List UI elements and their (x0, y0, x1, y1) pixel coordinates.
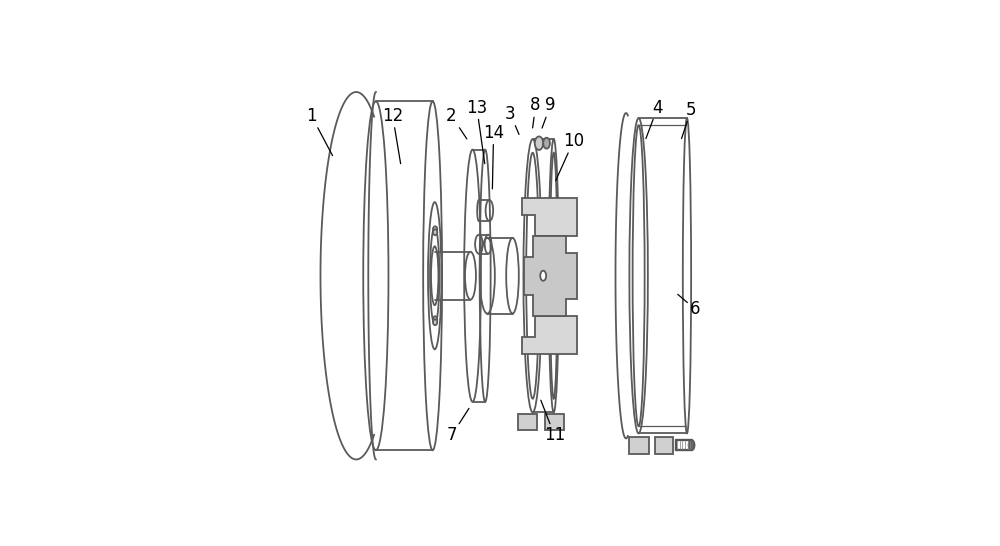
Polygon shape (522, 316, 577, 353)
Text: 5: 5 (682, 100, 696, 139)
Polygon shape (524, 236, 577, 316)
Polygon shape (518, 414, 537, 430)
Text: 12: 12 (382, 107, 403, 164)
Text: 1: 1 (306, 107, 333, 156)
Text: 3: 3 (505, 105, 519, 134)
Text: 9: 9 (542, 97, 556, 128)
Ellipse shape (433, 226, 437, 232)
Ellipse shape (540, 271, 546, 281)
Ellipse shape (535, 136, 543, 150)
Text: 13: 13 (466, 99, 487, 164)
Text: 14: 14 (483, 124, 504, 189)
Ellipse shape (433, 316, 437, 322)
Text: 10: 10 (556, 132, 584, 181)
Text: 4: 4 (646, 99, 663, 139)
Text: 6: 6 (678, 294, 701, 318)
Ellipse shape (689, 440, 695, 450)
Polygon shape (545, 414, 564, 430)
Polygon shape (655, 437, 673, 454)
Polygon shape (522, 198, 577, 236)
Polygon shape (629, 437, 649, 454)
Ellipse shape (543, 138, 550, 149)
Ellipse shape (433, 229, 437, 235)
Text: 11: 11 (541, 400, 565, 444)
Text: 8: 8 (530, 97, 541, 128)
Ellipse shape (433, 319, 437, 325)
Text: 2: 2 (446, 107, 467, 139)
Text: 7: 7 (446, 408, 469, 444)
